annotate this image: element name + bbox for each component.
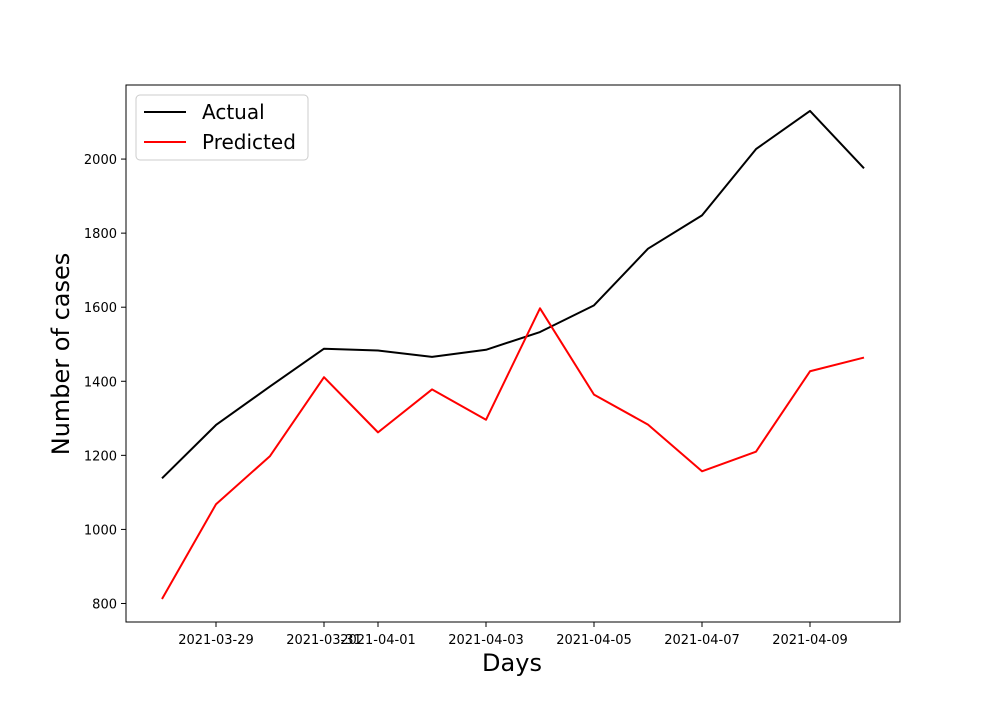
series-line-actual xyxy=(161,109,865,480)
legend-label-actual: Actual xyxy=(202,100,265,124)
plot-border xyxy=(125,84,901,623)
legend-label-predicted: Predicted xyxy=(202,130,296,154)
y-tick-label: 1200 xyxy=(84,449,117,464)
x-tick-label: 2021-04-01 xyxy=(340,633,416,648)
y-tick-label: 2000 xyxy=(84,153,117,168)
legend: Actual Predicted xyxy=(135,94,309,161)
x-tick-label: 2021-04-03 xyxy=(448,633,524,648)
y-tick-label: 1600 xyxy=(84,301,117,316)
x-tick-label: 2021-04-09 xyxy=(772,633,848,648)
x-tick-label: 2021-04-05 xyxy=(556,633,632,648)
x-tick-label: 2021-03-31 xyxy=(286,633,362,648)
y-tick-label: 1000 xyxy=(84,523,117,538)
plot-frame xyxy=(125,84,901,623)
x-tick-label: 2021-03-29 xyxy=(178,633,254,648)
y-axis-label: Number of cases xyxy=(47,253,75,455)
series-line-predicted xyxy=(161,307,865,600)
y-tick-label: 1800 xyxy=(84,227,117,242)
series-lines xyxy=(161,109,865,600)
x-axis-label: Days xyxy=(482,649,542,677)
y-tick-label: 800 xyxy=(92,597,117,612)
y-tick-label: 1400 xyxy=(84,375,117,390)
x-tick-label: 2021-04-07 xyxy=(664,633,740,648)
